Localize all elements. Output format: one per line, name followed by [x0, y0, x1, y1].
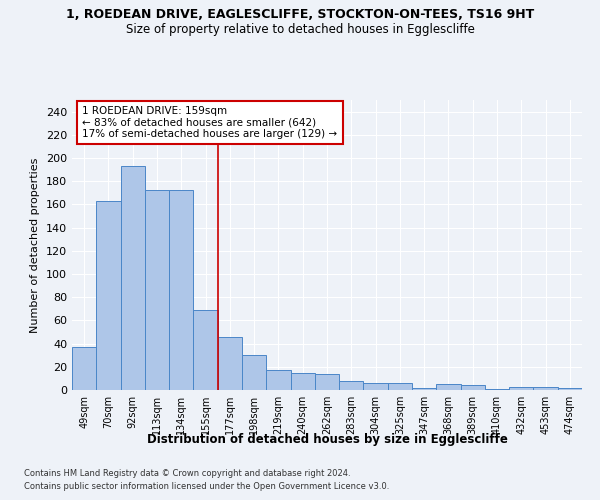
Bar	[485, 389, 509, 390]
Bar	[169, 190, 193, 390]
Bar	[290, 372, 315, 390]
Bar	[509, 386, 533, 390]
Text: Contains public sector information licensed under the Open Government Licence v3: Contains public sector information licen…	[24, 482, 389, 491]
Bar	[339, 380, 364, 390]
Bar	[388, 383, 412, 390]
Bar	[436, 384, 461, 390]
Text: Contains HM Land Registry data © Crown copyright and database right 2024.: Contains HM Land Registry data © Crown c…	[24, 468, 350, 477]
Bar	[558, 388, 582, 390]
Text: Size of property relative to detached houses in Egglescliffe: Size of property relative to detached ho…	[125, 22, 475, 36]
Text: 1 ROEDEAN DRIVE: 159sqm
← 83% of detached houses are smaller (642)
17% of semi-d: 1 ROEDEAN DRIVE: 159sqm ← 83% of detache…	[82, 106, 337, 139]
Bar	[218, 336, 242, 390]
Bar	[364, 383, 388, 390]
Bar	[461, 386, 485, 390]
Bar	[242, 355, 266, 390]
Bar	[72, 347, 96, 390]
Bar	[145, 190, 169, 390]
Bar	[96, 201, 121, 390]
Bar	[533, 386, 558, 390]
Bar	[315, 374, 339, 390]
Bar	[266, 370, 290, 390]
Bar	[193, 310, 218, 390]
Text: Distribution of detached houses by size in Egglescliffe: Distribution of detached houses by size …	[146, 432, 508, 446]
Text: 1, ROEDEAN DRIVE, EAGLESCLIFFE, STOCKTON-ON-TEES, TS16 9HT: 1, ROEDEAN DRIVE, EAGLESCLIFFE, STOCKTON…	[66, 8, 534, 20]
Bar	[412, 388, 436, 390]
Y-axis label: Number of detached properties: Number of detached properties	[31, 158, 40, 332]
Bar	[121, 166, 145, 390]
